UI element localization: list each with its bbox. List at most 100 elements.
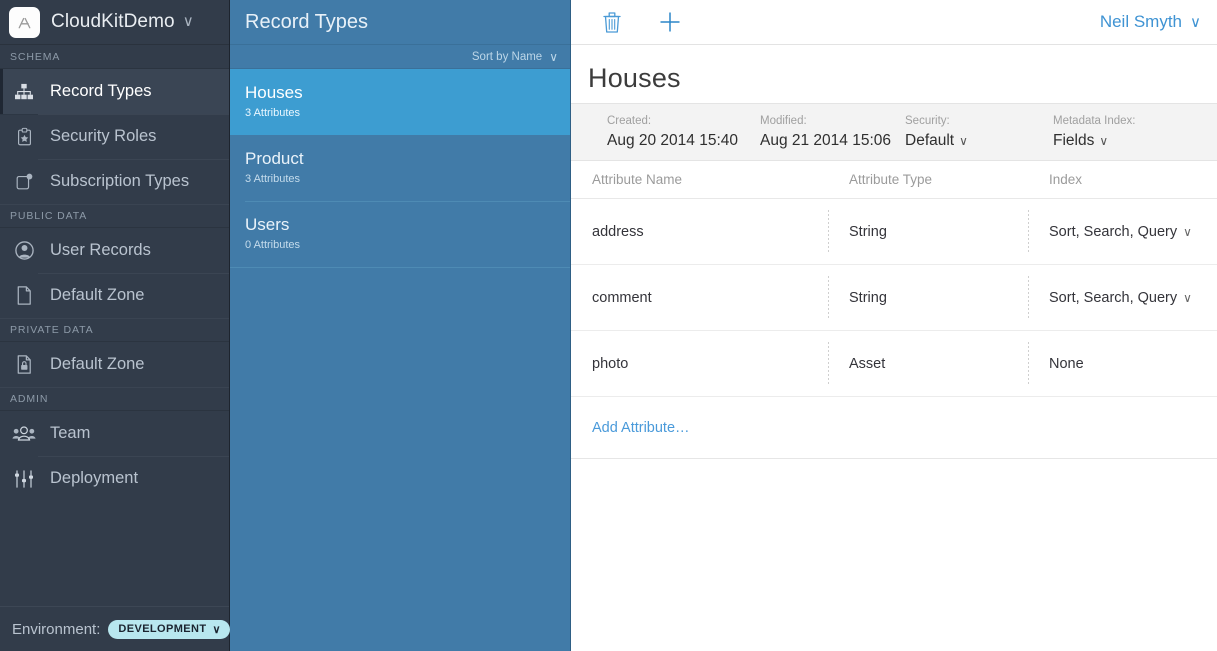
attribute-index-value: Sort, Search, Query <box>1049 289 1178 306</box>
record-types-title: Record Types <box>230 0 570 45</box>
attribute-index-dropdown[interactable]: Sort, Search, Query ∨ <box>1028 275 1217 320</box>
table-header-row: Attribute Name Attribute Type Index <box>571 161 1217 199</box>
page-title: Houses <box>588 63 681 93</box>
user-menu[interactable]: Neil Smyth ∨ <box>1100 12 1201 32</box>
chevron-down-icon: ∨ <box>1190 14 1201 31</box>
sidebar-item-deployment[interactable]: Deployment <box>0 456 229 501</box>
table-row[interactable]: comment String Sort, Search, Query ∨ <box>571 265 1217 331</box>
sidebar-item-user-records[interactable]: User Records <box>0 228 229 273</box>
metadata-index-value: Fields <box>1053 131 1095 149</box>
attribute-type: String <box>828 275 1028 320</box>
attribute-index-value: None <box>1028 341 1217 386</box>
sidebar-group-private-data: PRIVATE DATA <box>0 318 229 342</box>
sort-control[interactable]: Sort by Name ∨ <box>230 45 570 69</box>
metadata-security: Security: Default ∨ <box>905 115 1053 150</box>
column-header-attribute-name: Attribute Name <box>592 172 683 187</box>
record-type-item-product[interactable]: Product 3 Attributes <box>230 135 570 201</box>
record-type-attribute-count: 0 Attributes <box>245 239 301 251</box>
metadata-modified: Modified: Aug 21 2014 15:06 <box>760 115 905 150</box>
sidebar-item-private-default-zone[interactable]: Default Zone <box>0 342 229 387</box>
chevron-down-icon: ∨ <box>1099 133 1109 148</box>
sidebar-item-team[interactable]: Team <box>0 411 229 456</box>
sidebar-item-subscription-types[interactable]: Subscription Types <box>0 159 229 204</box>
metadata-index: Metadata Index: Fields ∨ <box>1053 115 1193 150</box>
metadata-security-label: Security: <box>905 114 950 127</box>
document-icon <box>10 285 38 306</box>
app-title: CloudKitDemo <box>51 11 175 32</box>
attribute-type: String <box>828 209 1028 254</box>
sidebar: CloudKitDemo ∨ SCHEMA Record Types <box>0 0 230 651</box>
sidebar-item-security-roles[interactable]: Security Roles <box>0 114 229 159</box>
record-type-name: Houses <box>245 83 303 102</box>
person-circle-icon <box>10 240 38 261</box>
record-type-attribute-count: 3 Attributes <box>245 173 301 185</box>
chevron-down-icon[interactable]: ∨ <box>182 13 194 30</box>
chevron-down-icon: ∨ <box>212 623 221 636</box>
document-lock-icon <box>10 354 38 375</box>
column-header-index: Index <box>1049 172 1083 187</box>
rounded-square-dot-icon <box>10 172 38 192</box>
record-types-empty-area <box>230 267 570 651</box>
record-type-name: Users <box>245 215 290 234</box>
sidebar-item-label: Record Types <box>50 82 152 100</box>
app-selector[interactable]: CloudKitDemo ∨ <box>0 0 229 45</box>
main-toolbar: Neil Smyth ∨ <box>571 0 1217 45</box>
sidebar-group-admin: ADMIN <box>0 387 229 411</box>
badge-star-icon <box>10 127 38 147</box>
record-type-item-users[interactable]: Users 0 Attributes <box>230 201 570 267</box>
attribute-type: Asset <box>828 341 1028 386</box>
record-type-attribute-count: 3 Attributes <box>245 107 301 119</box>
attributes-table: Attribute Name Attribute Type Index addr… <box>571 161 1217 459</box>
sidebar-item-label: Security Roles <box>50 127 157 145</box>
metadata-created: Created: Aug 20 2014 15:40 <box>607 115 760 150</box>
attribute-index-dropdown[interactable]: Sort, Search, Query ∨ <box>1028 209 1217 254</box>
column-header-attribute-type: Attribute Type <box>849 172 933 187</box>
chevron-down-icon: ∨ <box>1183 224 1192 239</box>
metadata-created-label: Created: <box>607 114 652 127</box>
plus-icon[interactable] <box>651 3 689 41</box>
table-row[interactable]: photo Asset None <box>571 331 1217 397</box>
record-types-column: Record Types Sort by Name ∨ Houses 3 Att… <box>230 0 571 651</box>
chevron-down-icon: ∨ <box>959 133 968 148</box>
table-row[interactable]: address String Sort, Search, Query ∨ <box>571 199 1217 265</box>
metadata-modified-value: Aug 21 2014 15:06 <box>760 131 892 149</box>
environment-label: Environment: <box>12 620 101 638</box>
sliders-icon <box>10 469 38 489</box>
hierarchy-icon <box>10 83 38 101</box>
main-panel: Neil Smyth ∨ Houses Created: Aug 20 2014… <box>571 0 1217 651</box>
sidebar-item-label: Deployment <box>50 469 139 487</box>
sidebar-item-label: Default Zone <box>50 355 145 373</box>
attribute-name: comment <box>592 289 652 306</box>
trash-icon[interactable] <box>593 3 631 41</box>
record-type-name: Product <box>245 149 304 168</box>
sidebar-item-public-default-zone[interactable]: Default Zone <box>0 273 229 318</box>
record-type-item-houses[interactable]: Houses 3 Attributes <box>230 69 570 135</box>
chevron-down-icon: ∨ <box>1183 290 1192 305</box>
environment-selector[interactable]: DEVELOPMENT ∨ <box>108 619 230 639</box>
sidebar-nav: SCHEMA Record Types <box>0 45 229 606</box>
main-empty-area <box>571 459 1217 651</box>
attribute-index-value: Sort, Search, Query <box>1049 223 1178 240</box>
metadata-security-value: Default <box>905 131 955 149</box>
add-attribute-link[interactable]: Add Attribute… <box>592 419 690 436</box>
sidebar-item-label: Default Zone <box>50 286 145 304</box>
environment-value: DEVELOPMENT <box>118 623 207 635</box>
sort-label: Sort by Name <box>471 50 543 63</box>
metadata-index-label: Metadata Index: <box>1053 114 1136 127</box>
metadata-modified-label: Modified: <box>760 114 807 127</box>
attribute-name: photo <box>592 355 629 372</box>
environment-bar: Environment: DEVELOPMENT ∨ <box>0 606 230 651</box>
security-dropdown[interactable]: Default ∨ <box>905 132 1053 150</box>
sidebar-group-public-data: PUBLIC DATA <box>0 204 229 228</box>
chevron-down-icon: ∨ <box>549 49 558 64</box>
metadata-index-dropdown[interactable]: Fields ∨ <box>1053 132 1193 150</box>
metadata-bar: Created: Aug 20 2014 15:40 Modified: Aug… <box>571 103 1217 161</box>
attribute-name: address <box>592 223 644 240</box>
sidebar-item-label: Team <box>50 424 91 442</box>
add-attribute-row: Add Attribute… <box>571 397 1217 459</box>
sidebar-item-record-types[interactable]: Record Types <box>0 69 229 115</box>
user-name: Neil Smyth <box>1099 12 1183 31</box>
sidebar-item-label: User Records <box>50 241 151 259</box>
metadata-created-value: Aug 20 2014 15:40 <box>607 131 739 149</box>
